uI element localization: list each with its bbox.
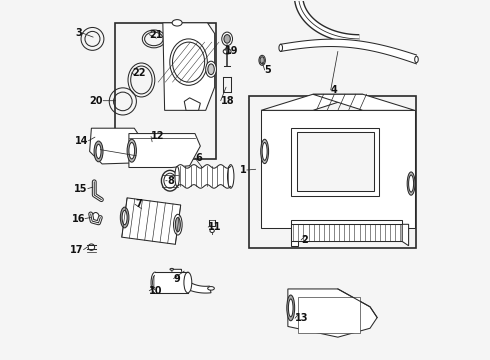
Ellipse shape [172,19,182,26]
Text: 4: 4 [331,85,338,95]
Bar [248,96,416,248]
Text: 21: 21 [149,30,163,40]
Ellipse shape [151,272,159,293]
Ellipse shape [161,170,178,191]
Text: 13: 13 [295,313,309,323]
Text: 5: 5 [265,65,271,75]
Ellipse shape [262,143,267,160]
Ellipse shape [208,64,214,75]
Text: 10: 10 [149,286,163,296]
Text: 20: 20 [90,96,103,106]
Polygon shape [176,177,181,184]
Text: 12: 12 [151,131,165,141]
Ellipse shape [94,141,103,162]
Polygon shape [402,224,409,246]
Text: 9: 9 [173,274,180,284]
Ellipse shape [88,244,95,250]
Bar [298,297,360,333]
Ellipse shape [153,275,157,290]
Ellipse shape [223,49,231,54]
Ellipse shape [206,61,217,77]
Text: 17: 17 [70,245,83,255]
Polygon shape [122,198,181,244]
Ellipse shape [175,217,180,232]
Ellipse shape [170,39,207,85]
Ellipse shape [208,287,214,290]
Bar [292,128,379,196]
Polygon shape [129,134,200,167]
Bar [292,224,402,242]
Polygon shape [172,269,211,293]
Bar [292,220,402,242]
Text: 1: 1 [240,165,247,175]
Ellipse shape [127,139,136,162]
Ellipse shape [164,173,176,188]
Text: 3: 3 [75,28,82,38]
Text: 22: 22 [132,68,145,78]
Ellipse shape [224,35,230,43]
Ellipse shape [173,214,182,235]
Ellipse shape [210,229,214,233]
Text: 11: 11 [208,222,221,232]
Polygon shape [184,98,200,111]
Text: 7: 7 [135,199,142,209]
Ellipse shape [170,269,173,270]
Ellipse shape [129,143,135,159]
Ellipse shape [409,175,414,192]
Bar [297,132,373,192]
Text: 15: 15 [74,184,88,194]
Ellipse shape [415,56,418,63]
Polygon shape [288,289,377,337]
Polygon shape [313,94,415,111]
Ellipse shape [222,32,232,46]
Text: 14: 14 [75,136,89,146]
Text: 18: 18 [220,96,234,106]
Ellipse shape [260,57,264,64]
Ellipse shape [227,165,234,188]
Ellipse shape [259,55,266,65]
Bar [115,23,217,158]
Polygon shape [163,23,215,111]
Ellipse shape [261,139,269,163]
Polygon shape [261,111,415,228]
Polygon shape [90,128,145,164]
Ellipse shape [184,272,192,293]
Text: 2: 2 [301,235,308,245]
Ellipse shape [121,207,129,228]
Polygon shape [261,94,363,111]
Ellipse shape [96,144,101,158]
Text: 6: 6 [195,153,202,163]
Text: 16: 16 [72,213,85,224]
Ellipse shape [279,44,283,51]
Ellipse shape [92,212,99,222]
Text: 19: 19 [225,46,239,56]
Ellipse shape [175,166,179,186]
Text: 8: 8 [167,176,174,186]
Polygon shape [292,242,298,246]
Ellipse shape [287,295,294,321]
Ellipse shape [289,299,293,317]
Ellipse shape [122,210,127,225]
Ellipse shape [407,172,415,195]
